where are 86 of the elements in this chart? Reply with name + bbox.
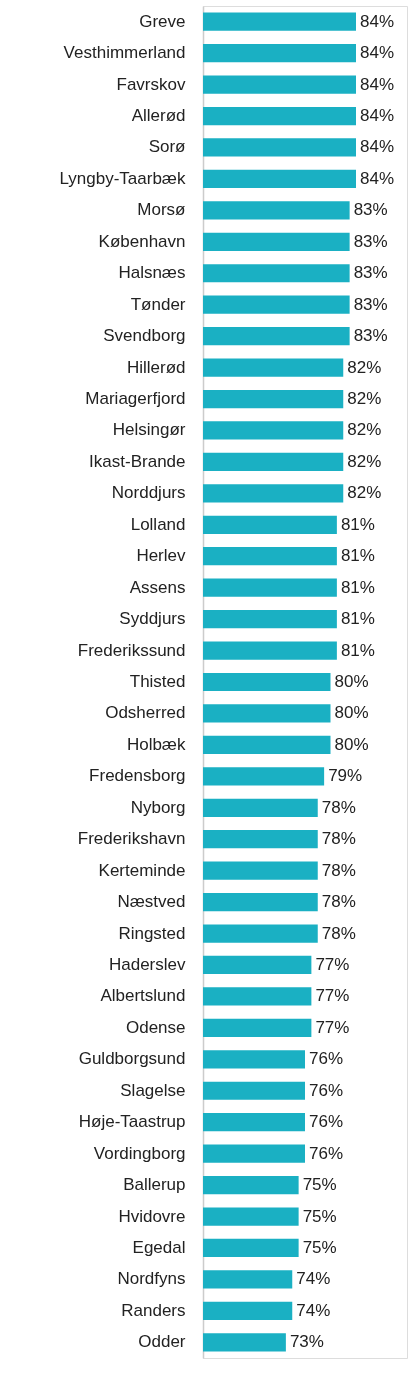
data-label: 84% — [360, 137, 395, 157]
data-label: 81% — [340, 640, 375, 660]
data-label: 79% — [328, 766, 363, 786]
y-tick-label: Odense — [125, 1017, 186, 1037]
y-tick-label: Albertslund — [100, 986, 186, 1006]
y-tick-label: Herlev — [136, 546, 186, 566]
data-label: 76% — [309, 1112, 344, 1132]
y-tick-label: Guldborgsund — [78, 1049, 186, 1069]
y-tick-label: Svendborg — [103, 326, 186, 346]
data-label: 83% — [353, 231, 388, 251]
y-tick-label: Ikast-Brande — [89, 451, 186, 471]
data-label: 84% — [360, 74, 395, 94]
y-tick-label: Hillerød — [126, 357, 186, 377]
y-tick-label: Odder — [138, 1332, 186, 1352]
y-tick-label: Ballerup — [123, 1175, 186, 1195]
y-tick-label: Sorø — [148, 137, 186, 157]
y-tick-label: Egedal — [132, 1237, 186, 1257]
data-label: 78% — [321, 860, 356, 880]
y-tick-label: Frederikssund — [77, 640, 186, 660]
y-tick-label: Frederikshavn — [77, 829, 186, 849]
y-tick-label: Helsingør — [112, 420, 186, 440]
data-label: 84% — [360, 43, 395, 63]
y-tick-label: Vordingborg — [93, 1143, 186, 1163]
y-tick-label: Halsnæs — [118, 263, 186, 283]
data-label: 77% — [315, 954, 350, 974]
data-label: 78% — [321, 829, 356, 849]
y-tick-label: Nordfyns — [117, 1269, 186, 1289]
y-tick-label: Holbæk — [126, 734, 186, 754]
data-label: 83% — [353, 263, 388, 283]
data-label: 82% — [347, 483, 382, 503]
y-tick-label: København — [98, 231, 186, 251]
data-label: 83% — [353, 294, 388, 314]
y-tick-label: Assens — [129, 577, 186, 597]
y-tick-label: Fredensborg — [89, 766, 186, 786]
y-tick-label: Vesthimmerland — [63, 43, 186, 63]
data-label: 83% — [353, 326, 388, 346]
data-label: 77% — [315, 986, 350, 1006]
y-tick-label: Allerød — [131, 106, 186, 126]
data-label: 75% — [302, 1175, 337, 1195]
data-label: 76% — [309, 1049, 344, 1069]
y-tick-label: Favrskov — [116, 74, 186, 94]
data-label: 83% — [353, 200, 388, 220]
y-tick-label: Thisted — [129, 672, 186, 691]
y-tick-label: Greve — [139, 11, 186, 31]
y-tick-label: Randers — [121, 1300, 186, 1320]
y-tick-label: Nyborg — [130, 797, 186, 817]
data-label: 81% — [340, 577, 375, 597]
data-label: 78% — [321, 892, 356, 912]
data-label: 78% — [321, 923, 356, 943]
data-label: 80% — [334, 734, 369, 754]
data-label: 74% — [296, 1300, 331, 1320]
y-tick-label: Kerteminde — [98, 860, 186, 880]
data-label: 74% — [296, 1269, 331, 1289]
y-tick-label: Hvidovre — [118, 1206, 186, 1226]
data-label: 80% — [334, 703, 369, 723]
data-label: 78% — [321, 797, 356, 817]
y-tick-label: Tønder — [130, 294, 186, 314]
y-tick-label: Slagelse — [120, 1080, 186, 1100]
y-tick-label: Odsherred — [105, 703, 186, 723]
y-tick-label: Norddjurs — [111, 483, 186, 503]
y-tick-label: Lyngby-Taarbæk — [59, 168, 186, 188]
data-label: 84% — [360, 11, 395, 31]
data-label: 77% — [315, 1017, 350, 1037]
data-label: 84% — [360, 106, 395, 126]
y-tick-label: Syddjurs — [119, 609, 186, 629]
y-tick-label: Lolland — [130, 514, 186, 534]
data-label: 73% — [289, 1332, 324, 1352]
y-tick-label: Morsø — [137, 200, 186, 220]
y-tick-label: Høje-Taastrup — [78, 1112, 186, 1132]
y-tick-label: Mariagerfjord — [85, 389, 186, 409]
y-tick-label: Haderslev — [108, 954, 186, 974]
data-label: 82% — [347, 357, 382, 377]
data-label: 84% — [360, 168, 395, 188]
data-label: 75% — [302, 1206, 337, 1226]
data-label: 80% — [334, 672, 369, 691]
data-label: 76% — [309, 1080, 344, 1100]
y-tick-label: Næstved — [117, 892, 186, 912]
data-label: 82% — [347, 389, 382, 409]
data-label: 81% — [340, 514, 375, 534]
data-label: 76% — [309, 1143, 344, 1163]
y-tick-label: Ringsted — [118, 923, 186, 943]
data-label: 81% — [340, 609, 375, 629]
data-label: 82% — [347, 451, 382, 471]
data-label: 82% — [347, 420, 382, 440]
data-label: 75% — [302, 1237, 337, 1257]
data-label: 81% — [340, 546, 375, 566]
